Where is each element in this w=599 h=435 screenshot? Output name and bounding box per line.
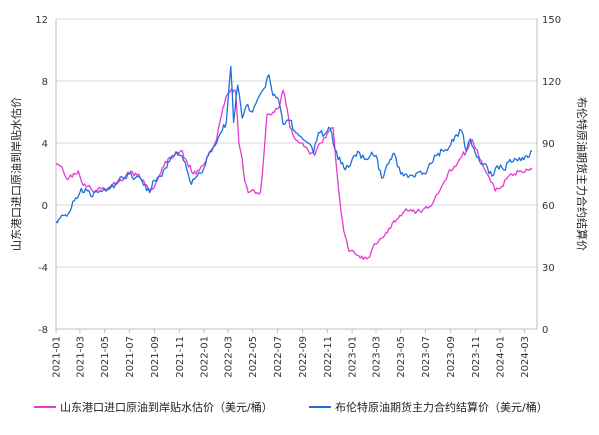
- y-left-tick-label: 0: [42, 201, 48, 212]
- x-tick-label: 2023-03: [371, 336, 382, 378]
- x-tick-label: 2023-11: [471, 336, 482, 378]
- x-tick-label: 2023-09: [446, 336, 457, 378]
- x-tick-label: 2022-05: [248, 336, 259, 378]
- y-left-tick-label: -8: [38, 325, 48, 336]
- y-left-tick-label: 8: [42, 77, 48, 88]
- legend-label-2: 布伦特原油期货主力合约结算价（美元/桶）: [335, 400, 548, 414]
- x-tick-label: 2022-01: [200, 336, 211, 378]
- x-tick-label: 2022-09: [298, 336, 309, 378]
- series-line-1: [55, 88, 533, 260]
- y-right-tick-label: 90: [542, 139, 555, 150]
- x-tick-label: 2021-05: [100, 336, 111, 378]
- x-tick-label: 2023-05: [396, 336, 407, 378]
- x-tick-label: 2023-07: [421, 336, 432, 378]
- series-layer: [55, 65, 533, 260]
- y-left-axis-title: 山东港口进口原油到岸贴水估价: [9, 97, 23, 251]
- x-tick-label: 2023-01: [348, 336, 359, 378]
- y-right-tick-label: 120: [542, 77, 561, 88]
- x-tick-label: 2024-01: [496, 336, 507, 378]
- y-left-tick-label: -4: [38, 263, 48, 274]
- y-left-tick-label: 12: [35, 15, 48, 26]
- x-tick-label: 2022-11: [323, 336, 334, 378]
- x-tick-label: 2021-01: [52, 336, 63, 378]
- x-tick-label: 2022-03: [223, 336, 234, 378]
- x-tick-label: 2021-03: [75, 336, 86, 378]
- y-right-tick-label: 30: [542, 263, 555, 274]
- legend: 山东港口进口原油到岸贴水估价（美元/桶） 布伦特原油期货主力合约结算价（美元/桶）: [34, 400, 548, 414]
- y-right-tick-label: 150: [542, 15, 561, 26]
- x-tick-label: 2022-07: [273, 336, 284, 378]
- x-tick-label: 2021-07: [125, 336, 136, 378]
- y-right-axis-title: 布伦特原油期货主力合约结算价: [575, 97, 589, 251]
- x-tick-label: 2021-11: [175, 336, 186, 378]
- y-right-tick-label: 0: [542, 325, 548, 336]
- legend-label-1: 山东港口进口原油到岸贴水估价（美元/桶）: [60, 400, 273, 414]
- x-tick-label: 2021-09: [150, 336, 161, 378]
- series-line-2: [55, 65, 533, 224]
- y-left-tick-label: 4: [42, 139, 48, 150]
- x-tick-label: 2024-03: [520, 336, 531, 378]
- y-right-tick-label: 60: [542, 201, 555, 212]
